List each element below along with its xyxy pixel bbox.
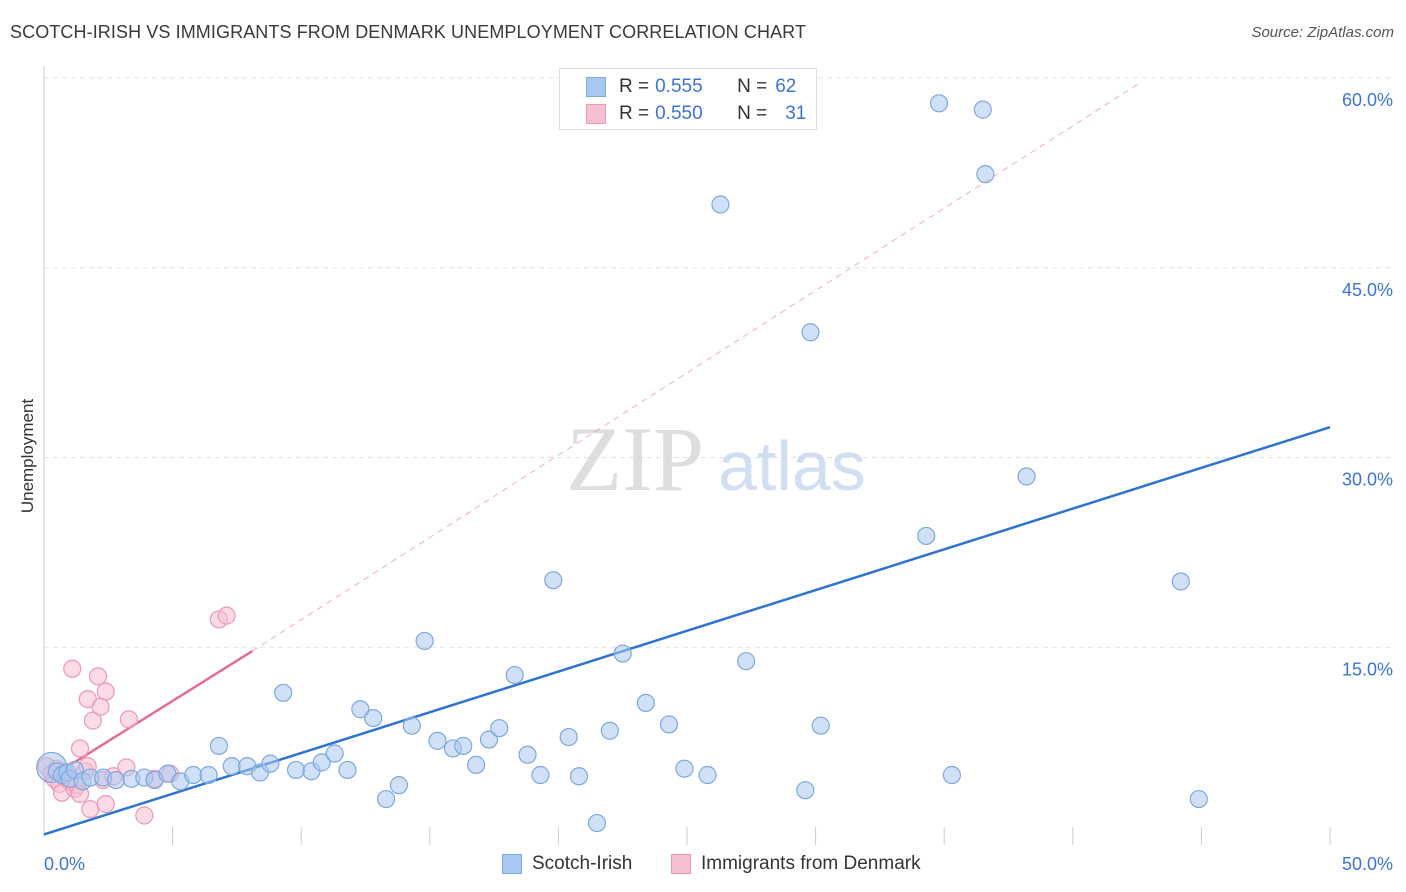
data-point-blue [600,721,619,740]
data-point-blue [811,716,830,735]
data-point-blue [286,760,306,780]
data-point-blue [559,727,578,747]
data-point-blue [376,789,396,809]
data-point-blue [973,100,992,119]
data-point-blue [490,719,509,738]
y-tick-label: 45.0% [1342,280,1393,300]
legend-n-label: N = [737,103,768,124]
y-axis-label: Unemployment [18,398,37,514]
trendline-pink [43,649,253,783]
data-point-pink [88,667,108,686]
data-point-blue [1171,572,1190,591]
axis-layer [43,66,1331,845]
watermark-zip: ZIP [566,408,704,510]
y-tick-label: 60.0% [1342,90,1393,110]
trendline-extension-pink [252,82,1140,652]
legend-n-value: 62 [775,76,797,97]
data-point-blue [274,683,293,702]
data-point-blue [531,765,550,785]
data-point-blue [428,731,447,750]
data-point-blue [199,765,218,785]
data-point-blue [544,571,563,590]
points-layer [36,94,1208,833]
legend-r-value: 0.555 [655,76,703,97]
data-point-blue [801,323,820,342]
legend-n-value: 31 [785,103,807,124]
data-point-blue [929,94,949,113]
data-point-blue [505,665,524,685]
data-point-blue [338,760,357,780]
data-point-blue [106,770,126,790]
data-point-pink [119,710,138,729]
data-point-blue [184,765,203,785]
data-point-blue [261,754,280,773]
bottom-legend-label: Scotch-Irish [532,853,633,874]
watermark: ZIP atlas [566,408,866,510]
data-point-blue [675,759,694,778]
bottom-legend-denmark: Immigrants from Denmark [671,852,921,876]
data-point-blue [976,165,995,184]
data-point-blue [1017,467,1036,486]
data-point-blue [209,736,228,756]
data-point-blue [466,755,486,774]
y-tick-label: 15.0% [1342,659,1393,679]
data-point-blue [796,781,815,800]
data-point-pink [63,659,82,678]
data-point-pink [70,739,90,758]
data-point-blue [569,767,589,786]
data-point-blue [587,813,607,833]
legend-row-denmark: R = 0.550 N = 31 [586,102,806,126]
data-point-blue [737,652,756,671]
legend-swatch-blue [586,77,606,97]
data-point-blue [636,693,655,713]
data-point-blue [518,745,537,764]
x-tick-label: 50.0% [1342,854,1393,874]
legend-swatch-pink [586,104,606,124]
data-point-blue [454,736,473,756]
data-point-blue [351,700,370,719]
chart-title: SCOTCH-IRISH VS IMMIGRANTS FROM DENMARK … [10,22,807,42]
data-point-blue [659,715,679,734]
data-point-blue [942,765,962,785]
legend-n-label: N = [737,76,768,97]
y-tick-label: 30.0% [1342,470,1393,490]
data-point-blue [389,776,409,795]
data-point-pink [96,795,115,814]
data-point-blue [1189,789,1208,809]
bottom-legend-label: Immigrants from Denmark [701,853,921,874]
source-label: Source: ZipAtlas.com [1251,24,1394,41]
data-point-pink [96,682,115,701]
data-point-pink [135,806,154,825]
bottom-legend-scotch-irish: Scotch-Irish [502,852,632,876]
tick-label-layer: 15.0% 30.0% 45.0% 60.0% 0.0% 50.0% [44,90,1393,874]
watermark-atlas: atlas [718,427,866,505]
bottom-legend-swatch-blue [502,854,522,874]
data-point-blue [325,744,344,763]
data-point-blue [402,716,421,735]
data-point-pink [217,606,236,625]
legend: R = 0.555 N = 62 R = 0.550 N = 31 [559,68,817,130]
data-point-pink [81,800,100,819]
data-point-pink [83,711,102,730]
data-point-blue [364,708,383,728]
bottom-legend-swatch-pink [671,854,691,874]
data-point-pink [91,697,110,716]
legend-r-label: R = [619,76,650,97]
data-point-blue [613,644,632,663]
data-point-blue [312,753,331,772]
x-tick-label: 0.0% [44,854,85,874]
legend-r-value: 0.550 [655,103,703,124]
data-point-blue [698,765,717,785]
legend-row-scotch-irish: R = 0.555 N = 62 [586,75,796,99]
data-point-blue [917,526,936,546]
legend-r-label: R = [619,103,650,124]
data-point-blue [222,757,241,776]
grid-layer [44,77,1392,648]
data-point-blue [479,730,499,749]
data-point-blue [415,631,434,651]
data-point-blue [711,195,730,214]
